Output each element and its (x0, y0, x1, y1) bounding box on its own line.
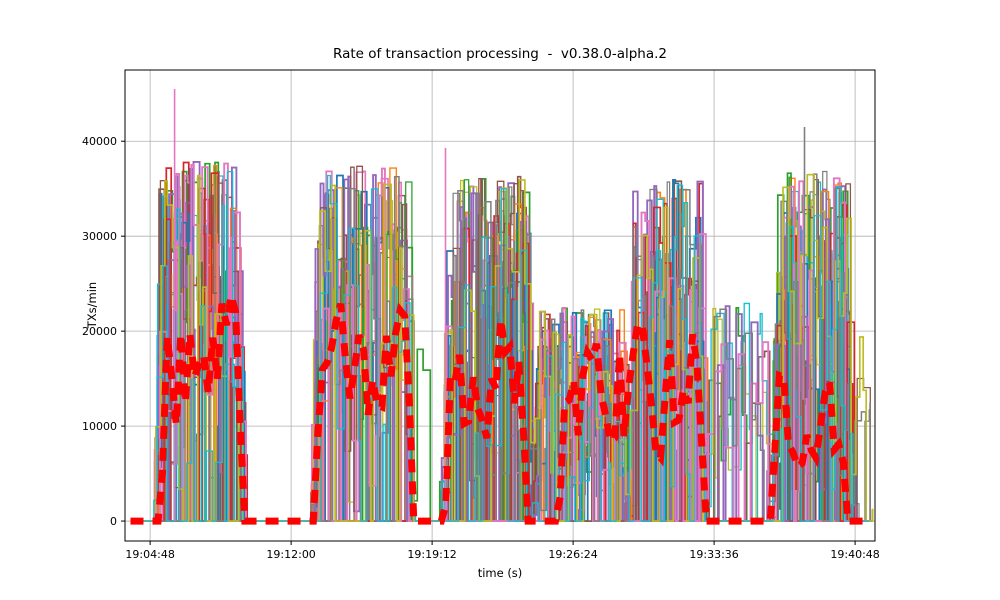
x-tick-label: 19:33:36 (689, 548, 738, 561)
chart-title: Rate of transaction processing - v0.38.0… (333, 46, 667, 62)
y-tick-label: 40000 (82, 135, 117, 148)
x-axis-label: time (s) (477, 566, 523, 580)
x-tick-label: 19:26:24 (548, 548, 597, 561)
plot-border (124, 69, 876, 542)
x-tick-label: 19:12:00 (266, 548, 315, 561)
aggregate-series-line (130, 294, 871, 525)
y-tick-label: 0 (110, 515, 117, 528)
x-tick-label: 19:40:48 (830, 548, 879, 561)
y-axis-label: TXs/min (85, 281, 99, 329)
y-tick-label: 10000 (82, 420, 117, 433)
y-tick-label: 30000 (82, 230, 117, 243)
y-tick-label: 20000 (82, 325, 117, 338)
x-tick-label: 19:19:12 (407, 548, 456, 561)
x-tick-label: 19:04:48 (125, 548, 174, 561)
series-group (130, 88, 874, 525)
